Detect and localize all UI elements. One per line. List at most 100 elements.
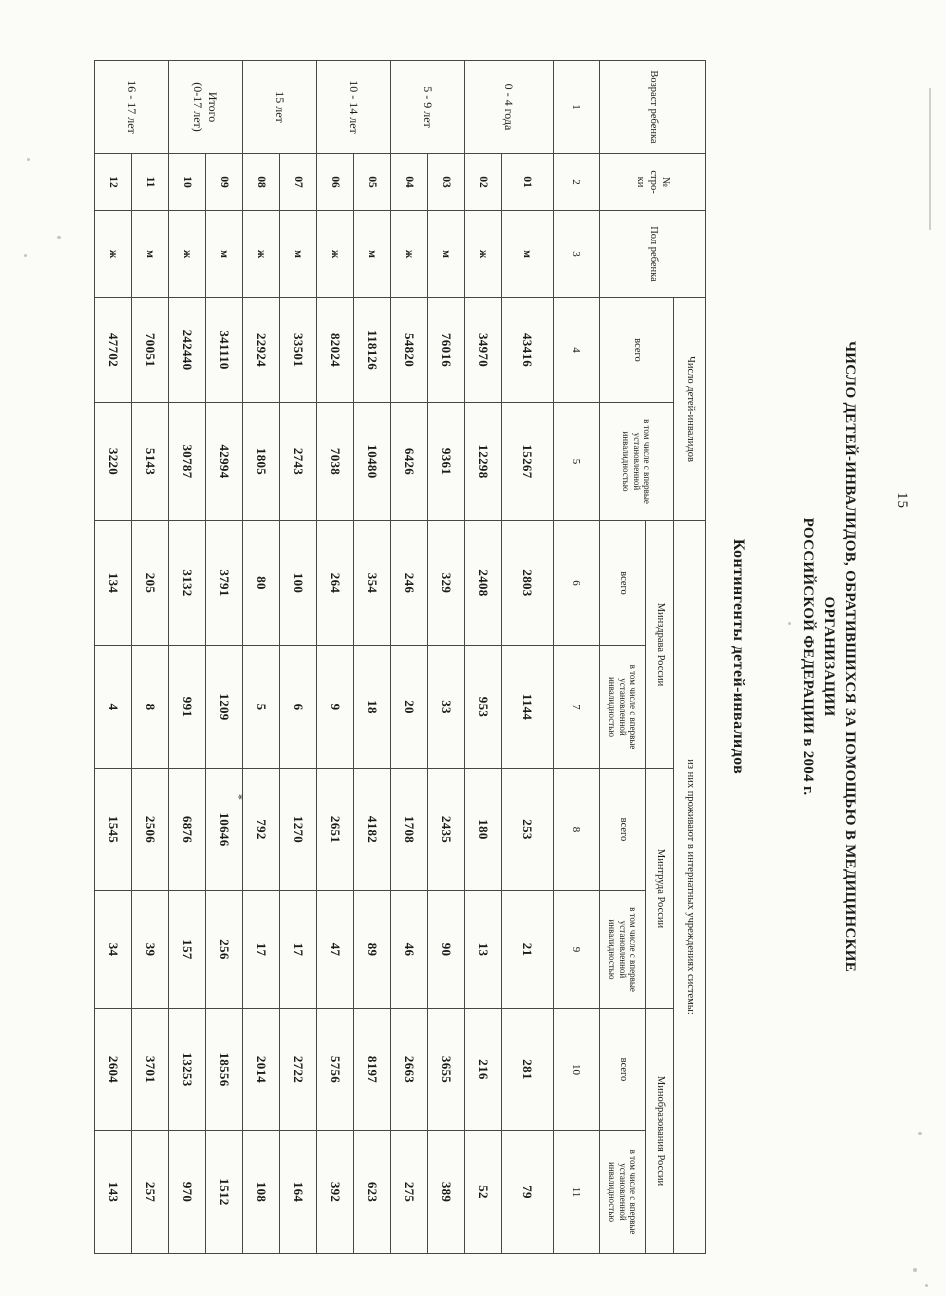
value-cell-col4: 341110 bbox=[205, 297, 243, 403]
value-cell-col8: 1545 bbox=[94, 768, 132, 891]
age-group-cell: 16 - 17 лет bbox=[94, 60, 169, 154]
value-cell-col8: 2651 bbox=[316, 768, 354, 891]
value-cell-col6: 354 bbox=[353, 520, 391, 646]
value-cell-col10: 18556 bbox=[205, 1008, 243, 1131]
value-cell-col5: 10480 bbox=[353, 402, 391, 521]
value-cell-col7: 1144 bbox=[501, 645, 554, 769]
value-cell-col6: 2803 bbox=[501, 520, 554, 646]
value-cell-col5: 6426 bbox=[390, 402, 428, 521]
row-number-cell: 11 bbox=[131, 153, 169, 211]
header-total-col6: всего bbox=[599, 520, 646, 646]
scan-speck bbox=[57, 236, 61, 239]
header-group-children-count: Число детей-инвалидов bbox=[673, 297, 706, 521]
value-cell-col7: 953 bbox=[464, 645, 502, 769]
table-row-03: 5 - 9 лет 03 м 76016 9361 329 33 2435 90 3655 389 bbox=[390, 60, 465, 1254]
scan-edge-artifact bbox=[929, 88, 931, 230]
table-row-08: 08 ж 22924 1805 80 5 792 17 2014 108 bbox=[242, 61, 280, 1254]
value-cell-col9: 47 bbox=[316, 890, 354, 1009]
value-cell-col5: 9361 bbox=[427, 402, 465, 521]
header-first-time-col9: в том числе с впервые установленной инва… bbox=[599, 890, 646, 1009]
value-cell-col8: 2435 bbox=[427, 768, 465, 891]
value-cell-col5: 3220 bbox=[94, 402, 132, 521]
row-number-cell: 03 bbox=[427, 153, 465, 211]
value-cell-col11: 389 bbox=[427, 1130, 465, 1254]
header-ministry-education: Минобразования России bbox=[645, 1008, 674, 1254]
column-number-1: 1 bbox=[553, 60, 600, 154]
sex-cell: м bbox=[427, 210, 465, 298]
value-cell-col9: 17 bbox=[279, 890, 317, 1009]
value-cell-col10: 2014 bbox=[242, 1008, 280, 1131]
value-cell-col7: 20 bbox=[390, 645, 428, 769]
value-cell-col5: 12298 bbox=[464, 402, 502, 521]
value-cell-col11: 392 bbox=[316, 1130, 354, 1254]
value-cell-col10: 3655 bbox=[427, 1008, 465, 1131]
row-number-cell: 07 bbox=[279, 153, 317, 211]
value-cell-col7: 9 bbox=[316, 645, 354, 769]
table-row-11: 16 - 17 лет 11 м 70051 5143 205 8 2506 39 3701 257 bbox=[94, 60, 169, 1254]
value-cell-col5: 30787 bbox=[168, 402, 206, 521]
scan-speck bbox=[925, 1284, 928, 1287]
value-cell-col6: 205 bbox=[131, 520, 169, 646]
value-cell-col8: 1270 bbox=[279, 768, 317, 891]
sex-cell: ж bbox=[390, 210, 428, 298]
column-number-10: 10 bbox=[553, 1008, 600, 1131]
value-cell-col6: 246 bbox=[390, 520, 428, 646]
header-sex: Пол ребенка bbox=[599, 210, 706, 298]
scan-speck bbox=[788, 622, 791, 625]
column-number-6: 6 bbox=[553, 520, 600, 646]
value-cell-col11: 1512 bbox=[205, 1130, 243, 1254]
value-cell-col5: 5143 bbox=[131, 402, 169, 521]
value-cell-col11: 623 bbox=[353, 1130, 391, 1254]
table-row-04: 04 ж 54820 6426 246 20 1708 46 2663 275 bbox=[390, 61, 428, 1254]
value-cell-col9: 89 bbox=[353, 890, 391, 1009]
value-cell-col9: 157 bbox=[168, 890, 206, 1009]
row-number-cell: 01 bbox=[501, 153, 554, 211]
column-number-5: 5 bbox=[553, 402, 600, 521]
column-number-8: 8 bbox=[553, 768, 600, 891]
row-number-cell: 10 bbox=[168, 153, 206, 211]
value-cell-col7: 4 bbox=[94, 645, 132, 769]
value-cell-col11: 52 bbox=[464, 1130, 502, 1254]
value-cell-col10: 281 bbox=[501, 1008, 554, 1131]
column-number-11: 11 bbox=[553, 1130, 600, 1254]
value-cell-col8: 10646 bbox=[205, 768, 243, 891]
column-number-4: 4 bbox=[553, 297, 600, 403]
value-cell-col9: 90 bbox=[427, 890, 465, 1009]
header-row-groups: Возраст ребенка № стро- ки Пол ребенка Ч… bbox=[599, 60, 706, 1254]
value-cell-col4: 76016 bbox=[427, 297, 465, 403]
title-line-1: ЧИСЛО ДЕТЕЙ-ИНВАЛИДОВ, ОБРАТИВШИХСЯ ЗА П… bbox=[842, 340, 858, 973]
page-number: 15 bbox=[894, 492, 910, 509]
value-cell-col11: 143 bbox=[94, 1130, 132, 1254]
header-total-col8: всего bbox=[599, 768, 646, 891]
value-cell-col9: 46 bbox=[390, 890, 428, 1009]
value-cell-col5: 15267 bbox=[501, 402, 554, 521]
value-cell-col11: 257 bbox=[131, 1130, 169, 1254]
stray-asterisk-mark: * bbox=[232, 794, 246, 800]
value-cell-col10: 5756 bbox=[316, 1008, 354, 1131]
value-cell-col5: 1805 bbox=[242, 402, 280, 521]
header-total-col4: всего bbox=[599, 297, 674, 403]
value-cell-col7: 991 bbox=[168, 645, 206, 769]
value-cell-col4: 33501 bbox=[279, 297, 317, 403]
document-title-block: ЧИСЛО ДЕТЕЙ-ИНВАЛИДОВ, ОБРАТИВШИХСЯ ЗА П… bbox=[729, 60, 860, 1253]
header-ministry-labor: Минтруда России bbox=[645, 768, 674, 1009]
value-cell-col8: 1708 bbox=[390, 768, 428, 891]
value-cell-col4: 242440 bbox=[168, 297, 206, 403]
row-number-cell: 08 bbox=[242, 153, 280, 211]
value-cell-col8: 180 bbox=[464, 768, 502, 891]
table-row-10: 10 ж 242440 30787 3132 991 6876 157 13253 970 bbox=[168, 61, 206, 1254]
value-cell-col6: 134 bbox=[94, 520, 132, 646]
table-row-05: 10 - 14 лет 05 м 118126 10480 354 18 4182 89 8197… bbox=[316, 60, 391, 1254]
scan-speck bbox=[24, 254, 27, 257]
value-cell-col4: 34970 bbox=[464, 297, 502, 403]
value-cell-col8: 2506 bbox=[131, 768, 169, 891]
header-line-number: № стро- ки bbox=[599, 153, 706, 211]
value-cell-col10: 2663 bbox=[390, 1008, 428, 1131]
value-cell-col8: 4182 bbox=[353, 768, 391, 891]
sex-cell: ж bbox=[316, 210, 354, 298]
value-cell-col9: 17 bbox=[242, 890, 280, 1009]
value-cell-col8: 792 bbox=[242, 768, 280, 891]
age-group-cell: 5 - 9 лет bbox=[390, 60, 465, 154]
title-line-3: РОССИЙСКОЙ ФЕДЕРАЦИИ в 2004 г. bbox=[800, 517, 816, 796]
value-cell-col4: 82024 bbox=[316, 297, 354, 403]
